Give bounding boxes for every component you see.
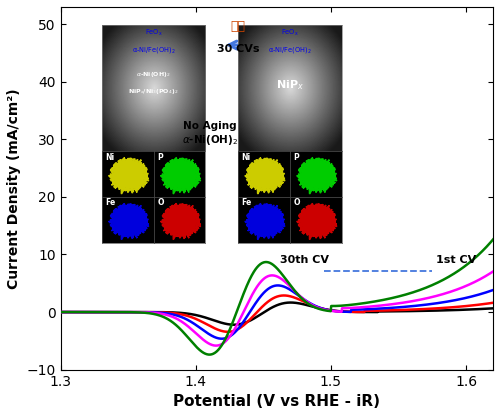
Text: 30th CV: 30th CV xyxy=(280,255,328,265)
Y-axis label: Current Density (mA/cm²): Current Density (mA/cm²) xyxy=(7,88,21,289)
Text: 1st CV: 1st CV xyxy=(436,255,476,265)
X-axis label: Potential (V vs RHE - iR): Potential (V vs RHE - iR) xyxy=(174,394,380,409)
Text: No Aging
$\alpha$-Ni(OH)$_2$: No Aging $\alpha$-Ni(OH)$_2$ xyxy=(182,121,238,147)
Text: 30 CVs: 30 CVs xyxy=(216,44,259,54)
Text: 🔔🔔: 🔔🔔 xyxy=(230,20,246,33)
